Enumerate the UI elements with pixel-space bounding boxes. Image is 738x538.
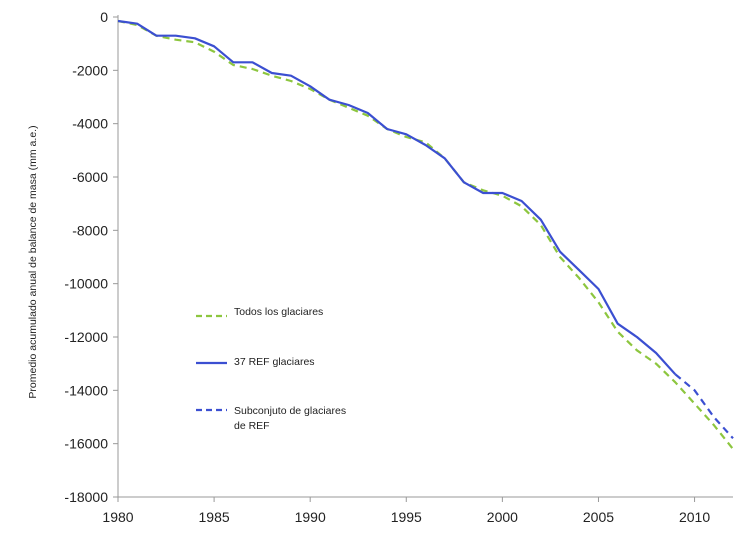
y-tick-label: -10000 [64,276,108,292]
x-tick-label: 1980 [102,509,133,525]
x-tick-label: 2010 [679,509,710,525]
y-tick-label: -4000 [72,116,108,132]
y-axis-title: Promedio acumulado anual de balance de m… [27,125,39,398]
y-tick-label: -6000 [72,169,108,185]
x-tick-label: 1985 [199,509,230,525]
y-tick-label: -8000 [72,222,108,238]
axes [113,15,733,502]
legend: Todos los glaciares 37 REF glaciares Sub… [196,306,346,432]
series-line-subconjunto [674,373,734,440]
y-tick-label: -16000 [64,436,108,452]
y-tick-label: -14000 [64,382,108,398]
x-tick-label: 2005 [583,509,614,525]
y-tick-label: -12000 [64,329,108,345]
x-tick-label: 1990 [295,509,326,525]
x-tick-label: 1995 [391,509,422,525]
series-line-ref [117,19,677,376]
legend-label-subconjunto-line2: de REF [234,420,270,432]
y-tick-label: -18000 [64,489,108,505]
x-tick-label: 2000 [487,509,518,525]
series-lines [117,19,734,450]
y-tick-label: 0 [100,9,108,25]
legend-label-todos: Todos los glaciares [234,306,323,318]
y-tick-label: -2000 [72,62,108,78]
legend-label-subconjunto-line1: Subconjuto de glaciares [234,405,346,417]
tick-labels: 1980 1985 1990 1995 2000 2005 2010 0 -2000 -4000 -… [64,9,710,525]
series-line-todos [117,19,734,450]
legend-label-ref: 37 REF glaciares [234,356,315,368]
